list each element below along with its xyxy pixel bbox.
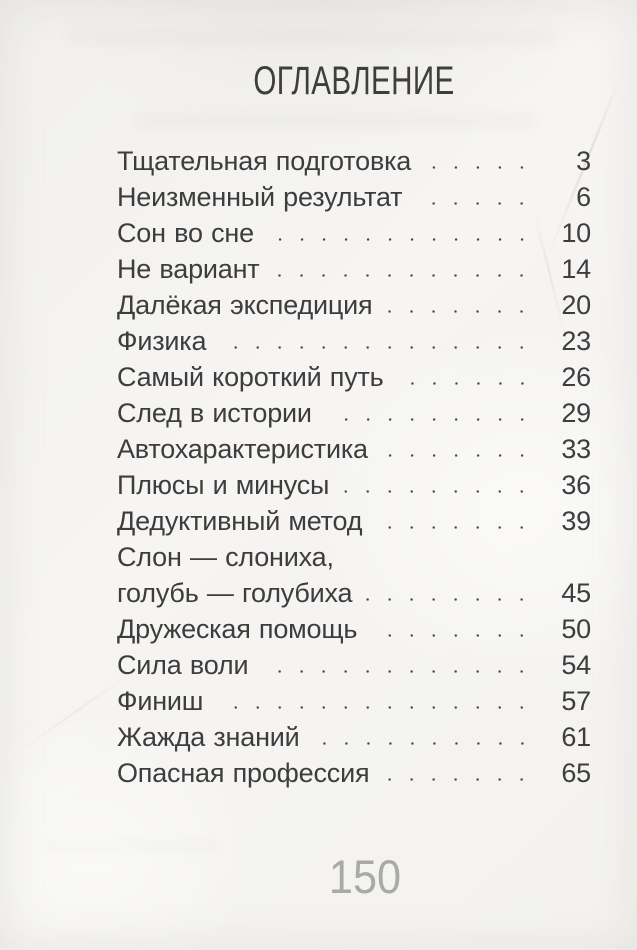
toc-entry-title: Неизменный результат	[117, 182, 403, 212]
toc-entry-title: Плюсы и минусы	[117, 470, 330, 500]
dot-leader	[410, 179, 541, 215]
toc-entry-page: 6	[576, 182, 591, 212]
toc-entry: Плюсы и минусы 36	[117, 467, 591, 503]
dot-leader	[360, 575, 541, 611]
page-number: 150	[328, 850, 402, 903]
dot-leader	[376, 431, 541, 467]
dot-leader	[365, 611, 541, 647]
toc-entry: Неизменный результат 6	[117, 179, 591, 215]
dot-leader	[392, 359, 541, 395]
dot-leader	[337, 467, 541, 503]
toc-entry: Самый короткий путь 26	[117, 359, 591, 395]
toc-entry-title: Физика	[117, 326, 207, 356]
toc-entry: След в истории 29	[117, 395, 591, 431]
paper-crease-decor	[8, 671, 134, 759]
page-title: ОГЛАВЛЕНИЕ	[253, 59, 455, 103]
toc-entry: Опасная профессия 65	[117, 755, 591, 791]
toc-entry: Автохарактеристика 33	[117, 431, 591, 467]
toc-entry-page: 54	[561, 650, 591, 680]
page-content: ОГЛАВЛЕНИЕ Тщательная подготовка 3 Неизм…	[117, 0, 591, 902]
toc-entry-title: Дружеская помощь	[117, 614, 358, 644]
toc-entry-title: Тщательная подготовка	[117, 146, 412, 176]
dot-leader	[320, 395, 541, 431]
dot-leader	[256, 647, 541, 683]
toc-entry-title: Финиш	[117, 686, 204, 716]
toc-entry: Сила воли 54	[117, 647, 591, 683]
toc-entry-page: 39	[561, 506, 591, 536]
toc-entry-title: Опасная профессия	[117, 758, 370, 788]
toc-entry-page: 10	[561, 218, 591, 248]
toc-entry-title: Далёкая экспедиция	[117, 290, 373, 320]
toc-entry: Не вариант 14	[117, 251, 591, 287]
dot-leader	[308, 719, 541, 755]
toc-entry: Физика 23	[117, 323, 591, 359]
toc-entry-title: След в истории	[117, 398, 312, 428]
toc-entry-page: 14	[561, 254, 591, 284]
toc-entry-page	[541, 539, 591, 575]
toc-entry: Далёкая экспедиция 20	[117, 287, 591, 323]
dot-leader	[370, 503, 541, 539]
dot-leader	[342, 539, 541, 575]
toc-entry-title: голубь — голубиха	[117, 578, 353, 608]
bleed-through-decor	[132, 112, 536, 130]
toc-entry-page: 26	[561, 362, 591, 392]
toc-entry-title: Автохарактеристика	[117, 434, 368, 464]
toc-entry-page: 36	[561, 470, 591, 500]
bleed-through-decor	[64, 30, 560, 46]
toc-entry: Финиш 57	[117, 683, 591, 719]
toc-entry: Дружеская помощь 50	[117, 611, 591, 647]
toc-entry-page: 57	[561, 686, 591, 716]
toc-entry-title: Сила воли	[117, 650, 249, 680]
dot-leader	[380, 287, 541, 323]
toc-entry-title: Не вариант	[117, 254, 260, 284]
toc-entry-page: 3	[576, 146, 591, 176]
toc-entry: Жажда знаний 61	[117, 719, 591, 755]
dot-leader	[419, 143, 541, 179]
toc-entry-title: Жажда знаний	[117, 722, 300, 752]
dot-leader	[267, 251, 541, 287]
dot-leader	[262, 215, 541, 251]
toc-entry-page: 65	[561, 758, 591, 788]
toc-entry: Слон — слониха,	[117, 539, 591, 575]
toc-entry: Сон во сне 10	[117, 215, 591, 251]
toc-entry: голубь — голубиха 45	[117, 575, 591, 611]
toc-entry: Тщательная подготовка 3	[117, 143, 591, 179]
toc-entry-page: 45	[561, 578, 591, 608]
dot-leader	[377, 755, 541, 791]
toc-entry: Дедуктивный метод 39	[117, 503, 591, 539]
toc-entry-page: 29	[561, 398, 591, 428]
toc-entry-page: 33	[561, 434, 591, 464]
dot-leader	[211, 683, 541, 719]
toc-entry-page: 50	[561, 614, 591, 644]
toc-entry-page: 61	[561, 722, 591, 752]
toc-entry-title: Слон — слониха,	[117, 542, 334, 572]
toc-list: Тщательная подготовка 3 Неизменный резул…	[117, 143, 591, 791]
toc-entry-title: Сон во сне	[117, 218, 254, 248]
toc-entry-title: Самый короткий путь	[117, 362, 384, 392]
toc-entry-page: 23	[561, 326, 591, 356]
dot-leader	[214, 323, 541, 359]
toc-entry-title: Дедуктивный метод	[117, 506, 363, 536]
toc-entry-page: 20	[561, 290, 591, 320]
